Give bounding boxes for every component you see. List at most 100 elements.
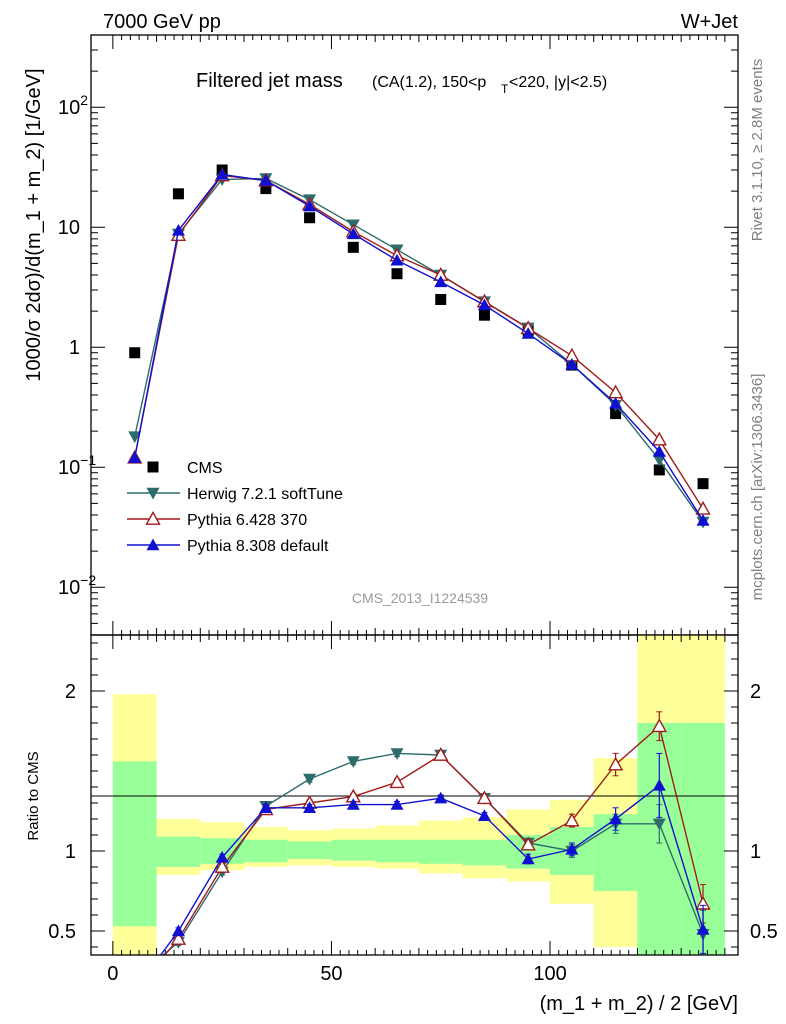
ratio-y-tick-label-right: 1: [750, 841, 761, 863]
main-title-text: Filtered jet mass: [196, 70, 343, 92]
ratio-data-point: [171, 924, 185, 937]
legend-marker: [146, 487, 160, 500]
x-tick-label: 100: [533, 963, 566, 985]
ratio-data-point: [433, 747, 449, 761]
ratio-data-point: [389, 774, 405, 789]
main-data-point: [607, 384, 624, 399]
ratio-data-point: [476, 790, 493, 805]
ratio-data-point: [346, 756, 360, 768]
main-data-point: [128, 431, 142, 444]
main-series-line: [134, 174, 704, 510]
main-series-line: [134, 173, 704, 521]
ratio-data-point: [346, 798, 360, 810]
ratio-band-inner: [418, 839, 463, 864]
main-data-point: [697, 478, 709, 490]
main-data-point: [610, 408, 622, 420]
legend-entry: CMS: [147, 460, 223, 477]
main-data-point: [477, 298, 491, 311]
ratio-data-point: [434, 791, 448, 804]
main-title: Filtered jet mass (CA(1.2), 150<p T <220…: [196, 70, 607, 96]
ratio-data-point: [215, 850, 229, 863]
ratio-series-2: [128, 752, 710, 996]
ratio-data-point: [390, 798, 404, 810]
ratio-band-inner: [112, 761, 157, 927]
main-data-point: [652, 445, 666, 457]
ratio-band-inner: [156, 836, 201, 867]
main-y-label: 1000/σ 2dσ)/d(m_1 + m_2) [1/GeV]: [23, 68, 45, 381]
main-data-point: [172, 188, 184, 200]
ratio-data-point: [651, 718, 668, 733]
ratio-data-point: [477, 809, 491, 821]
main-subtitle-sub: T: [501, 82, 509, 96]
ratio-y-label: Ratio to CMS: [25, 751, 42, 840]
ratio-band-inner: [375, 839, 419, 863]
ratio-frame: [90, 634, 739, 956]
legend-marker: [146, 538, 160, 551]
ratio-data-point: [259, 801, 273, 813]
legend-marker: [147, 461, 159, 473]
main-data-point: [609, 396, 623, 409]
main-series-3: [128, 168, 710, 526]
ratio-data-point: [128, 974, 141, 986]
main-data-point: [434, 275, 448, 288]
main-data-point: [128, 451, 142, 463]
legend-entry: Herwig 7.2.1 softTune: [127, 486, 343, 503]
ratio-series-line: [162, 752, 704, 955]
main-data-point: [435, 293, 447, 305]
legend: CMS Herwig 7.2.1 softTune Pythia 6.428 370…: [127, 460, 343, 555]
ratio-data-point: [565, 842, 579, 855]
ratio-bands: [112, 635, 725, 955]
ratio-band-inner: [331, 839, 376, 861]
ratio-data-point: [520, 836, 536, 851]
main-data-point: [653, 464, 665, 476]
ratio-data-point: [609, 812, 623, 825]
main-ticks: 10−2 10−1 1 10 102: [58, 34, 738, 636]
ratio-data-point: [170, 931, 187, 945]
ratio-data-point: [696, 922, 710, 935]
x-tick-label: 50: [320, 963, 342, 985]
x-axis-label: (m_1 + m_2) / 2 [GeV]: [540, 993, 738, 1015]
main-data-point: [303, 199, 317, 212]
ratio-panel: 0.5 0.5 1 1 2 2 0 50 100 Ratio to CMS (m_1 + m_2…: [25, 634, 778, 1015]
ratio-y-tick-label-right: 0.5: [750, 921, 778, 943]
main-data-point: [391, 268, 403, 280]
main-data-point: [215, 168, 229, 180]
ratio-band-inner: [287, 841, 332, 859]
main-data-point: [259, 174, 273, 186]
x-tick-label: 0: [107, 963, 118, 985]
ratio-y-tick-label-left: 1: [65, 841, 76, 863]
ratio-data-point: [303, 773, 317, 786]
ratio-ticks: 0.5 0.5 1 1 2 2 0 50 100: [48, 635, 778, 985]
main-data-point: [651, 431, 668, 446]
ratio-data-point: [128, 984, 141, 996]
main-data-point: [478, 309, 490, 321]
ratio-y-tick-label-left: 0.5: [48, 921, 76, 943]
ratio-data-point: [214, 859, 230, 873]
header-right: W+Jet: [681, 11, 739, 33]
main-subtitle-a: (CA(1.2), 150<p: [372, 74, 486, 91]
legend-label: CMS: [187, 460, 223, 477]
main-data-point: [171, 223, 185, 236]
main-data-point: [347, 241, 359, 253]
main-y-tick-label: 10−2: [58, 572, 96, 599]
ratio-data-point: [521, 852, 535, 865]
ratio-data-point: [564, 812, 580, 827]
ratio-y-tick-label-right: 2: [750, 681, 761, 703]
ratio-y-tick-label-left: 2: [65, 681, 76, 703]
ratio-series: [128, 711, 711, 996]
main-data-point: [521, 327, 535, 339]
ratio-data-point: [390, 748, 404, 760]
watermark: CMS_2013_I1224539: [352, 590, 488, 606]
ratio-band-inner: [244, 839, 288, 863]
legend-label: Herwig 7.2.1 softTune: [187, 486, 343, 503]
ratio-data-point: [303, 801, 317, 813]
main-data-point: [346, 227, 360, 240]
header-left: 7000 GeV pp: [103, 11, 221, 33]
main-data-point: [696, 513, 710, 526]
rivet-label: Rivet 3.1.10, ≥ 2.8M events: [749, 59, 766, 242]
main-data-point: [565, 357, 579, 370]
legend-entry: Pythia 8.308 default: [127, 538, 329, 555]
main-data-point: [304, 212, 316, 224]
main-y-tick-label: 1: [69, 337, 80, 359]
legend-entry: Pythia 6.428 370: [127, 511, 307, 529]
